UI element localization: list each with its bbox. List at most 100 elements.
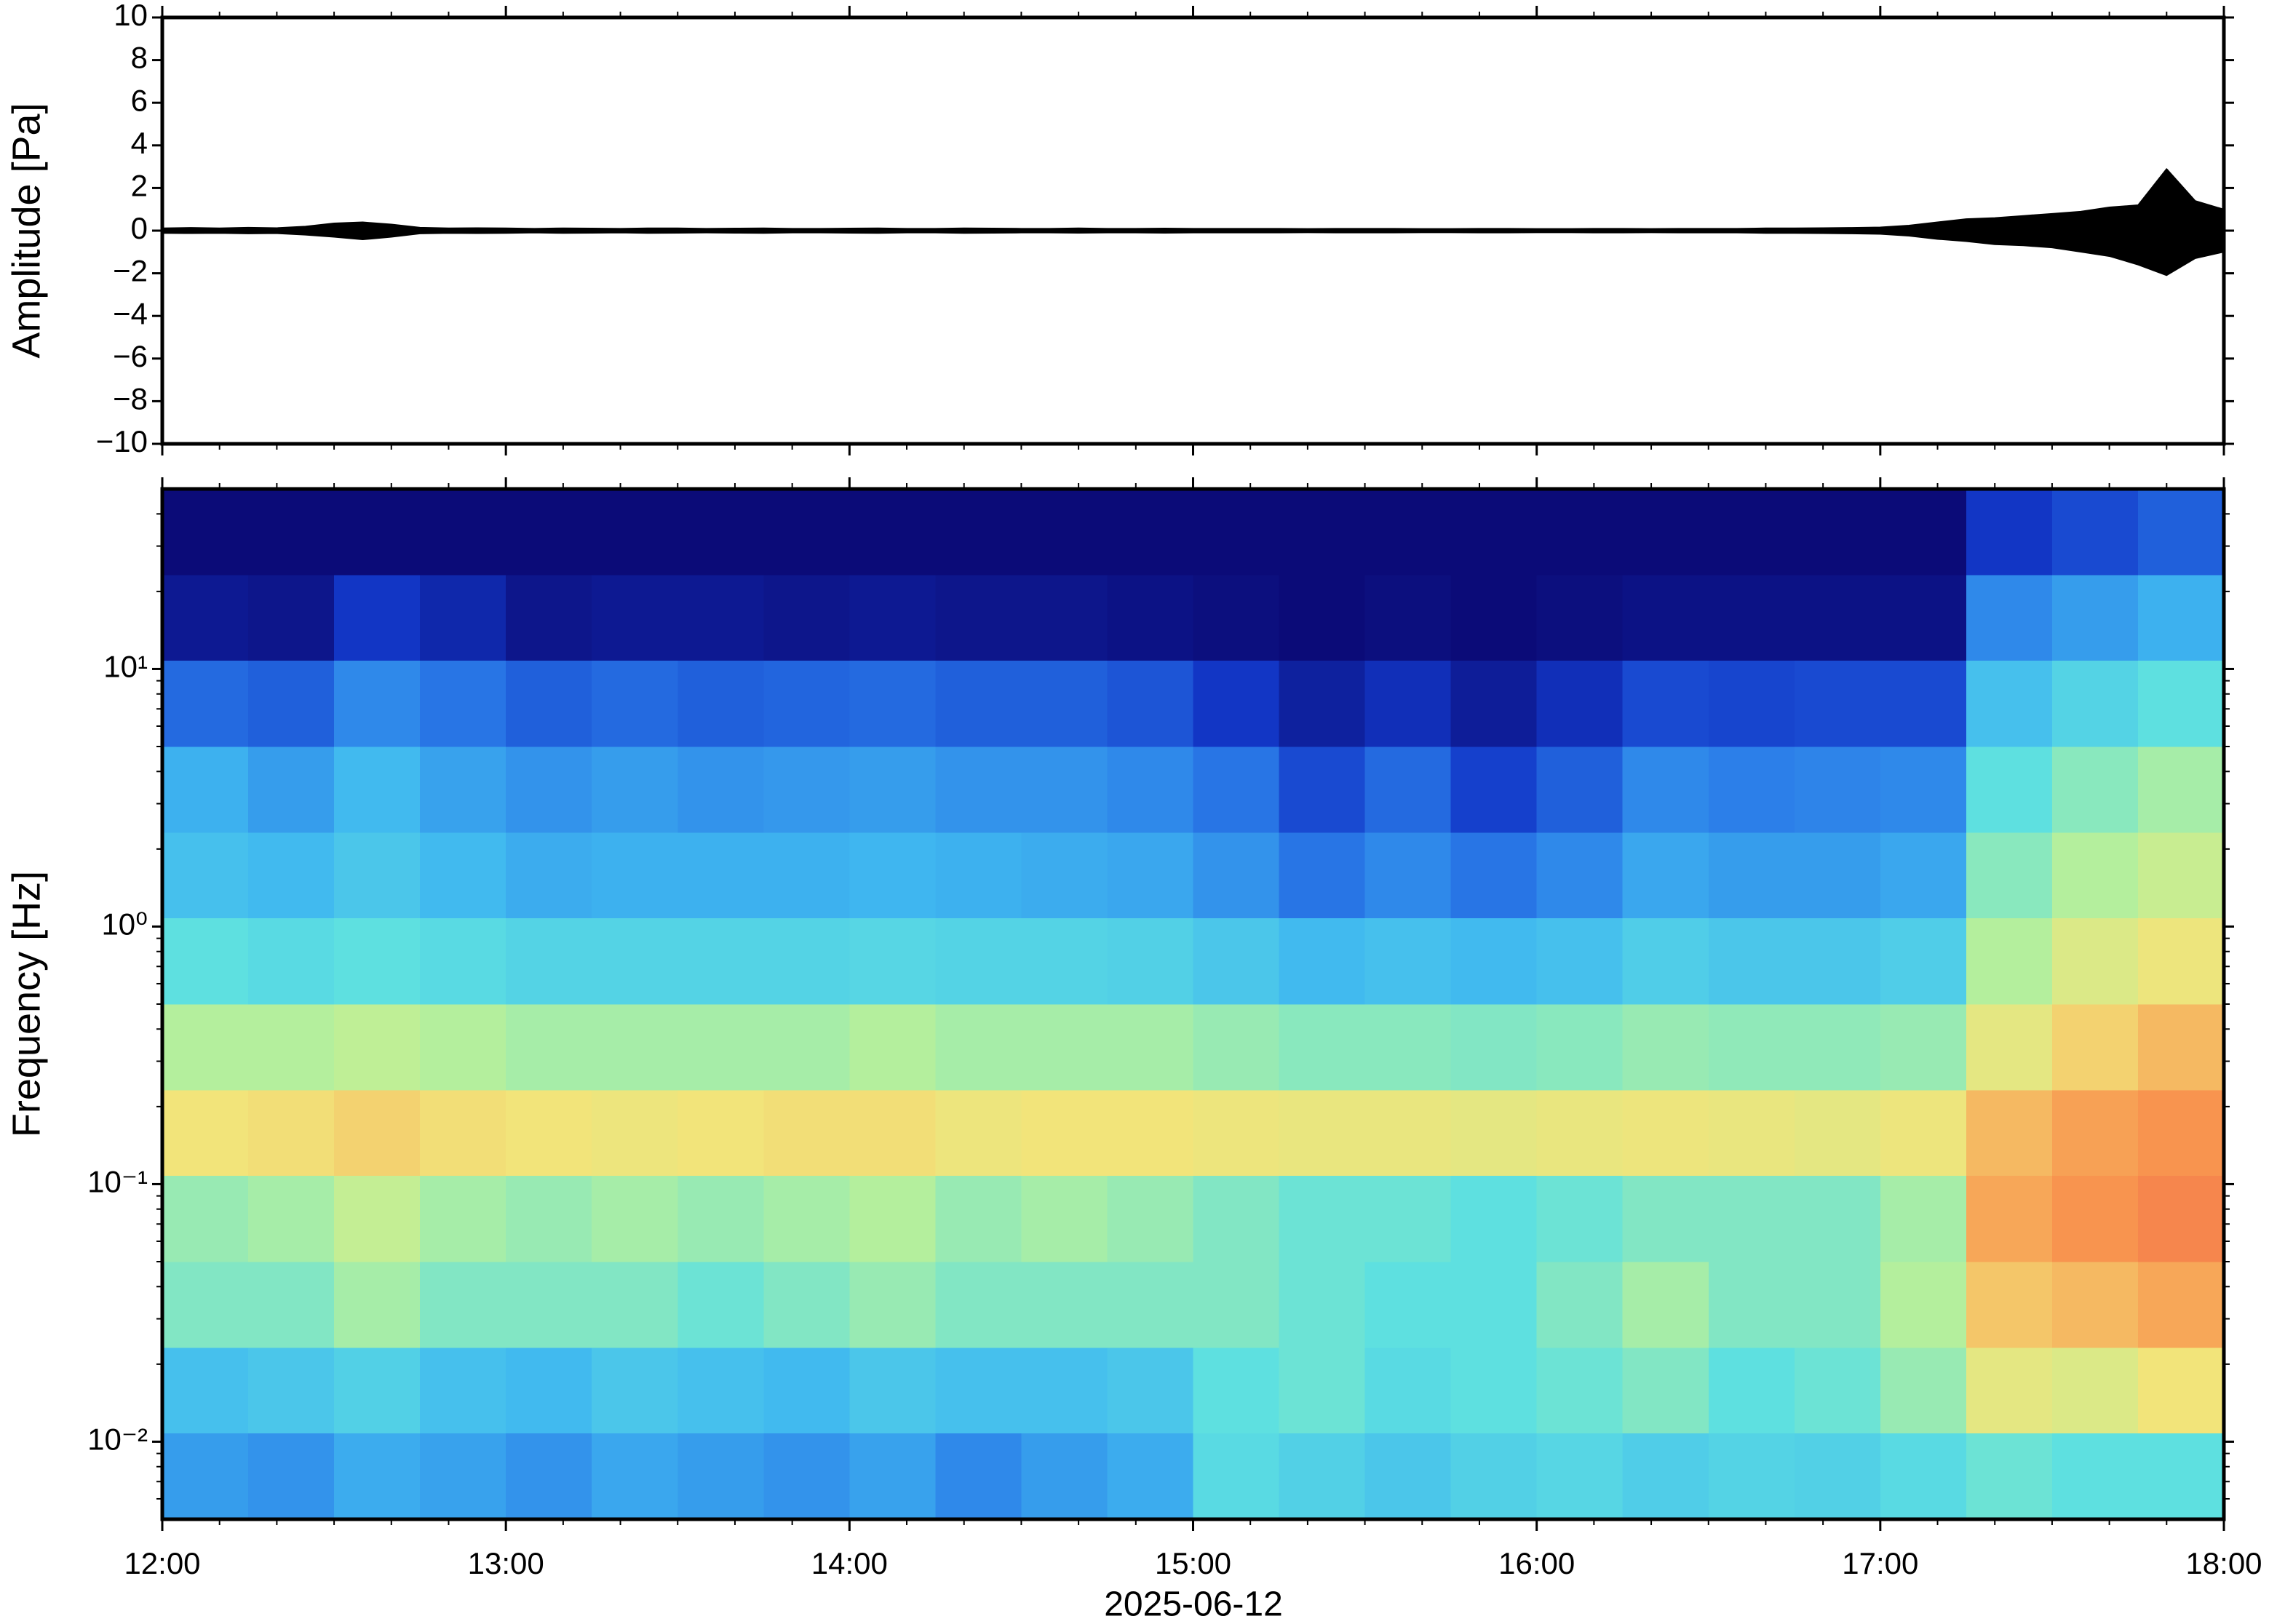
spectrogram-cell	[1021, 1433, 1108, 1520]
spectrogram-cell	[420, 1175, 506, 1262]
spectrogram-cell	[1536, 489, 1624, 576]
spectrogram-cell	[592, 575, 678, 661]
y-tick-label: −2	[113, 254, 148, 288]
spectrogram-cell	[1107, 747, 1194, 833]
spectrogram-cell	[2137, 1004, 2225, 1091]
spectrogram-cell	[592, 489, 678, 576]
spectrogram-cell	[1364, 832, 1452, 919]
spectrogram-cell	[248, 489, 335, 576]
spectrogram-cell	[1622, 918, 1709, 1005]
spectrogram-cell	[248, 1004, 335, 1091]
spectrogram-cell	[1966, 1433, 2053, 1520]
spectrogram-cell	[677, 1348, 764, 1434]
waveform-envelope	[162, 168, 2225, 231]
spectrogram-cell	[1450, 1262, 1538, 1348]
y-tick-label: −10	[96, 424, 148, 458]
spectrogram-cell	[763, 1090, 850, 1177]
spectrogram-cell	[1450, 918, 1538, 1005]
spectrogram-cell	[1364, 1090, 1452, 1177]
spectrogram-cell	[1708, 747, 1795, 833]
spectrogram-cell	[2051, 1348, 2139, 1434]
spectrogram-cell	[849, 1090, 936, 1177]
x-tick-label: 12:00	[124, 1546, 200, 1580]
spectrogram-cell	[1107, 575, 1194, 661]
spectrogram-cell	[1193, 1348, 1280, 1434]
spectrogram-cell	[1794, 1090, 1881, 1177]
spectrogram-cell	[763, 1262, 850, 1348]
spectrogram-cell	[1708, 575, 1795, 661]
spectrogram-cell	[1021, 1090, 1108, 1177]
spectrogram-cell	[162, 575, 249, 661]
spectrogram-cell	[849, 489, 936, 576]
spectrogram-cell	[1880, 660, 1967, 747]
spectrogram-cell	[248, 1175, 335, 1262]
spectrogram-cell	[1966, 1090, 2053, 1177]
spectrogram-cell	[2137, 918, 2225, 1005]
spectrogram-cell	[334, 1090, 421, 1177]
spectrogram-cell	[506, 1262, 592, 1348]
spectrogram-cell	[1536, 1175, 1624, 1262]
spectrogram-cell	[763, 832, 850, 919]
spectrogram-cell	[2137, 747, 2225, 833]
spectrogram-cell	[334, 918, 421, 1005]
spectrogram-cell	[334, 1348, 421, 1434]
spectrogram-cell	[334, 575, 421, 661]
spectrogram-cell	[1279, 1004, 1366, 1091]
spectrogram-cell	[2137, 1433, 2225, 1520]
spectrogram-cell	[1107, 1004, 1194, 1091]
spectrogram-cell	[849, 575, 936, 661]
x-tick-label: 17:00	[1842, 1546, 1918, 1580]
spectrogram-cell	[420, 1433, 506, 1520]
spectrogram-cell	[248, 918, 335, 1005]
spectrogram-cell	[1279, 575, 1366, 661]
x-tick-label: 18:00	[2185, 1546, 2262, 1580]
spectrogram-cell	[677, 489, 764, 576]
spectrogram-cell	[677, 1175, 764, 1262]
x-tick-label: 15:00	[1155, 1546, 1231, 1580]
spectrogram-cell	[1794, 1262, 1881, 1348]
spectrogram-cell	[1193, 575, 1280, 661]
spectrogram-cell	[1193, 1262, 1280, 1348]
spectrogram-cell	[1279, 489, 1366, 576]
spectrogram-cell	[1794, 1433, 1881, 1520]
spectrogram-cell	[506, 1433, 592, 1520]
spectrogram-cell	[592, 1262, 678, 1348]
spectrogram-cell	[162, 1262, 249, 1348]
spectrogram-cell	[1708, 489, 1795, 576]
spectrogram-cell	[334, 832, 421, 919]
spectrogram-cell	[1880, 575, 1967, 661]
spectrogram-cell	[2137, 1262, 2225, 1348]
spectrogram-cell	[248, 660, 335, 747]
spectrogram-cell	[248, 1090, 335, 1177]
spectrogram-cell	[334, 1175, 421, 1262]
spectrogram-cell	[1794, 489, 1881, 576]
spectrogram-cell	[592, 747, 678, 833]
spectrogram-cell	[1450, 575, 1538, 661]
waveform-envelope	[162, 230, 2225, 276]
spectrogram-cell	[1193, 832, 1280, 919]
spectrogram-cell	[1708, 918, 1795, 1005]
spectrogram-cell	[1536, 1433, 1624, 1520]
spectrogram-cell	[592, 1090, 678, 1177]
spectrogram-cell	[420, 918, 506, 1005]
spectrogram-cell	[506, 1175, 592, 1262]
spectrogram-cell	[1107, 832, 1194, 919]
spectrogram-cell	[763, 1348, 850, 1434]
spectrogram-cell	[1622, 1348, 1709, 1434]
spectrogram-cell	[935, 1433, 1022, 1520]
spectrogram-cell	[677, 747, 764, 833]
spectrogram-cell	[849, 747, 936, 833]
spectrogram-cell	[1536, 832, 1624, 919]
spectrogram-cell	[1021, 1175, 1108, 1262]
spectrogram-cell	[1966, 747, 2053, 833]
x-tick-label: 13:00	[468, 1546, 544, 1580]
spectrogram-cell	[1536, 1262, 1624, 1348]
spectrogram-cell	[1622, 660, 1709, 747]
spectrogram-cell	[248, 575, 335, 661]
spectrogram-cell	[506, 832, 592, 919]
spectrogram-cell	[677, 1433, 764, 1520]
spectrogram-cell	[506, 1004, 592, 1091]
spectrogram-cell	[1880, 747, 1967, 833]
spectrogram-cell	[2137, 489, 2225, 576]
x-axis-label: 2025-06-12	[1104, 1585, 1283, 1624]
